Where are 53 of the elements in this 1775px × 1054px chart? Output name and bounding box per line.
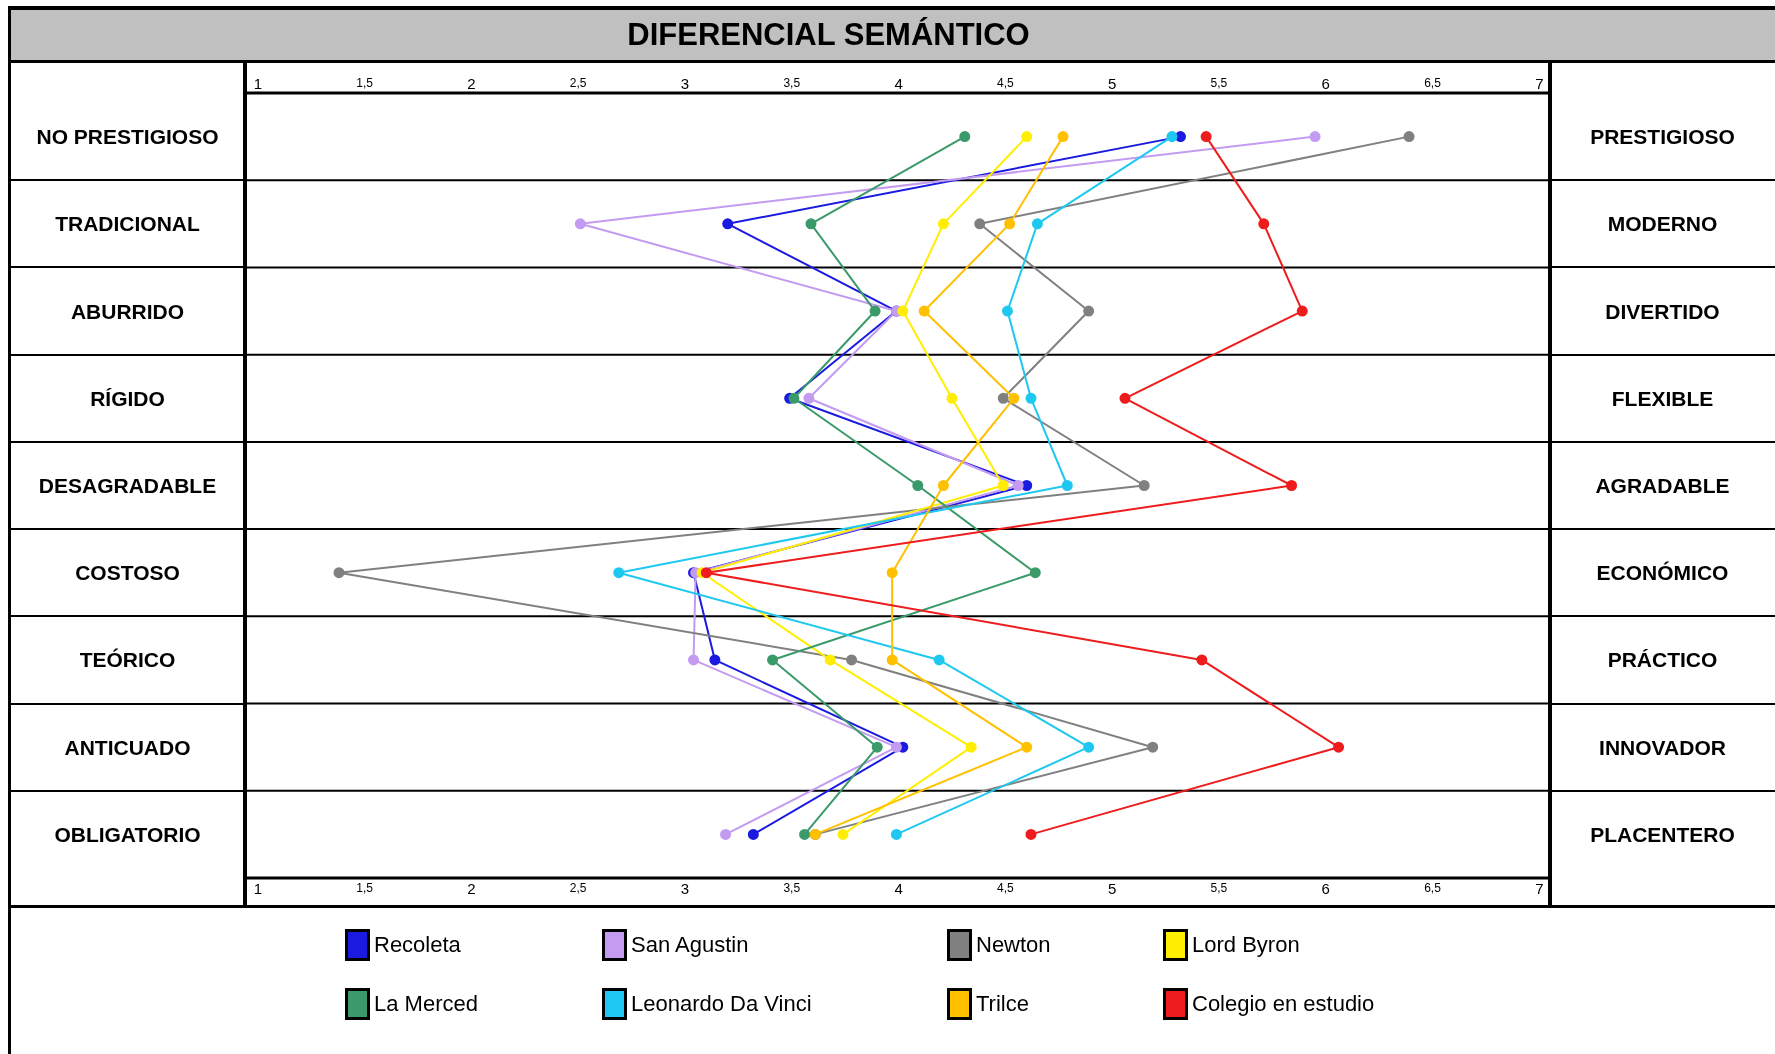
x-tick-label: 4,5 — [997, 881, 1015, 895]
legend-label: Leonardo Da Vinci — [631, 991, 812, 1017]
x2-tick-label: 7 — [1535, 74, 1544, 92]
legend-label: Newton — [976, 932, 1051, 958]
y2-tick-label: FLEXIBLE — [1611, 386, 1714, 410]
x2-tick-label: 6 — [1321, 74, 1330, 92]
y-tick-label: ABURRIDO — [70, 299, 185, 323]
x-tick-label: 7 — [1535, 879, 1544, 897]
x2-tick-label: 2 — [467, 74, 476, 92]
y-tick-label: COSTOSO — [75, 561, 180, 585]
y2-tick-label: PRESTIGIOSO — [1590, 125, 1735, 149]
x2-tick-label: 4 — [894, 74, 903, 92]
x-tick-label: 5,5 — [1210, 881, 1228, 895]
x-tick-label: 6 — [1321, 879, 1330, 897]
legend-label: Recoleta — [374, 932, 461, 958]
x-tick-label: 3,5 — [783, 881, 801, 895]
x-tick-label: 6,5 — [1424, 881, 1442, 895]
y-tick-label: TRADICIONAL — [55, 212, 200, 236]
y-tick-label: RÍGIDO — [90, 386, 165, 410]
x2-tick-label: 1,5 — [356, 76, 374, 90]
x2-tick-label: 1 — [253, 74, 262, 92]
x-tick-label: 3 — [680, 879, 690, 897]
x2-tick-label: 3,5 — [783, 76, 801, 90]
legend-label: Colegio en estudio — [1192, 991, 1375, 1017]
y2-tick-label: PLACENTERO — [1590, 822, 1735, 846]
x-tick-label: 1,5 — [356, 881, 374, 895]
x-tick-label: 2 — [467, 879, 476, 897]
x2-tick-label: 5 — [1107, 74, 1117, 92]
x-tick-label: 2,5 — [569, 881, 587, 895]
y2-tick-label: PRÁCTICO — [1607, 648, 1718, 672]
y2-tick-label: DIVERTIDO — [1605, 299, 1720, 323]
x2-tick-label: 2,5 — [569, 76, 587, 90]
x2-tick-label: 4,5 — [997, 76, 1015, 90]
legend-label: Trilce — [976, 991, 1029, 1017]
y2-tick-label: MODERNO — [1607, 212, 1718, 236]
legend-label: La Merced — [374, 991, 478, 1017]
y-tick-label: NO PRESTIGIOSO — [36, 125, 219, 149]
x-tick-label: 5 — [1107, 879, 1117, 897]
x-tick-label: 4 — [894, 879, 903, 897]
y-tick-label: DESAGRADABLE — [38, 474, 217, 497]
y-tick-label: ANTICUADO — [64, 735, 191, 759]
x2-tick-label: 5,5 — [1210, 76, 1228, 90]
y2-tick-label: ECONÓMICO — [1596, 561, 1729, 585]
legend-label: San Agustin — [631, 932, 749, 958]
x2-tick-label: 6,5 — [1424, 76, 1442, 90]
y2-tick-label: AGRADABLE — [1595, 474, 1730, 497]
y-tick-label: TEÓRICO — [79, 648, 176, 672]
y-tick-label: OBLIGATORIO — [54, 822, 201, 846]
y2-tick-label: INNOVADOR — [1599, 735, 1726, 759]
x-tick-label: 1 — [253, 879, 262, 897]
chart-title: DIFERENCIAL SEMÁNTICO — [627, 17, 1030, 53]
legend-label: Lord Byron — [1192, 932, 1300, 958]
x2-tick-label: 3 — [680, 74, 690, 92]
